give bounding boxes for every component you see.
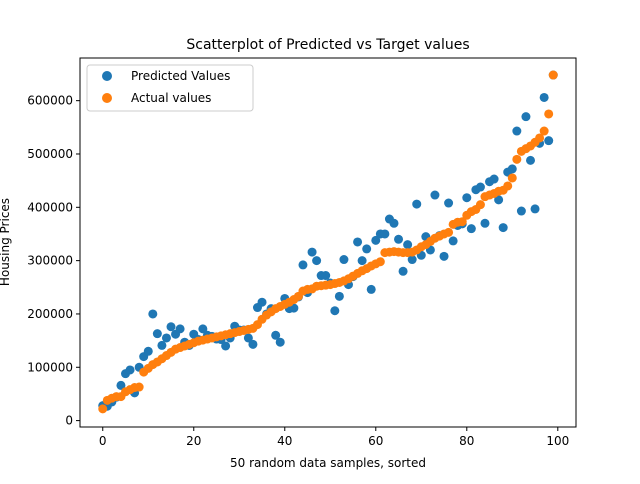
predicted-point <box>366 284 376 294</box>
predicted-point <box>161 333 171 343</box>
predicted-point <box>307 247 317 257</box>
predicted-point <box>152 329 162 339</box>
predicted-point <box>275 337 285 347</box>
predicted-point <box>143 346 153 356</box>
axes-frame <box>79 57 577 428</box>
chart-title: Scatterplot of Predicted vs Target value… <box>186 37 469 53</box>
predicted-point <box>526 155 535 165</box>
predicted-point <box>430 190 440 200</box>
predicted-point <box>330 306 340 316</box>
x-tick-label: 20 <box>186 434 201 448</box>
actual-point <box>503 181 513 191</box>
predicted-point <box>407 255 417 265</box>
predicted-point <box>394 234 404 244</box>
y-tick-label: 600000 <box>27 94 73 108</box>
predicted-point <box>298 260 308 270</box>
predicted-point <box>321 271 331 281</box>
predicted-point <box>462 193 472 203</box>
ticks-layer: 0 20 40 60 80 100 0 100000 200000 300000 400000 500… <box>27 94 569 448</box>
legend-marker-actual <box>102 93 112 103</box>
predicted-point <box>357 256 367 266</box>
actual-point <box>548 70 558 80</box>
actual-point <box>444 227 454 237</box>
actual-point <box>539 126 549 136</box>
predicted-point <box>448 236 458 246</box>
predicted-point <box>544 136 554 146</box>
predicted-point <box>371 235 381 245</box>
actual-point <box>507 173 517 183</box>
predicted-point <box>243 333 253 343</box>
actual-point <box>512 154 522 164</box>
predicted-point <box>489 174 499 184</box>
actual-point <box>375 257 385 267</box>
predicted-point <box>312 256 322 266</box>
x-tick-label: 100 <box>546 434 569 448</box>
predicted-point <box>125 365 135 375</box>
predicted-point <box>353 237 363 247</box>
y-tick-label: 300000 <box>27 254 73 268</box>
actual-point <box>544 109 554 119</box>
legend-marker-predicted <box>102 71 112 81</box>
predicted-point <box>439 251 449 261</box>
predicted-point <box>466 224 476 234</box>
predicted-point <box>512 126 522 136</box>
y-tick-label: 500000 <box>27 147 73 161</box>
predicted-point <box>198 324 208 334</box>
predicted-point <box>248 339 258 349</box>
predicted-point <box>480 218 490 228</box>
predicted-point <box>175 324 185 334</box>
predicted-point <box>148 309 158 319</box>
predicted-point <box>116 380 126 390</box>
points-layer <box>98 70 558 414</box>
x-axis-label: 50 random data samples, sorted <box>230 456 426 470</box>
predicted-point <box>521 112 531 122</box>
predicted-point <box>380 229 390 239</box>
x-tick-label: 80 <box>459 434 474 448</box>
legend-label-actual: Actual values <box>131 91 211 105</box>
y-tick-label: 200000 <box>27 307 73 321</box>
predicted-point <box>389 218 399 228</box>
x-tick-label: 0 <box>99 434 107 448</box>
actual-point <box>134 382 144 392</box>
legend: Predicted Values Actual values <box>86 64 254 112</box>
y-tick-label: 100000 <box>27 360 73 374</box>
predicted-point <box>530 204 540 214</box>
predicted-point <box>507 164 517 174</box>
y-tick-label: 0 <box>65 414 73 428</box>
predicted-point <box>271 330 281 340</box>
predicted-point <box>498 223 508 233</box>
predicted-point <box>412 199 422 209</box>
predicted-point <box>539 92 549 102</box>
actual-point <box>98 404 108 414</box>
y-axis-label: Housing Prices <box>0 198 12 286</box>
x-tick-label: 40 <box>277 434 292 448</box>
actual-point <box>475 200 485 210</box>
actual-point <box>457 217 467 227</box>
predicted-point <box>398 266 408 276</box>
predicted-point <box>334 291 344 301</box>
legend-box <box>86 64 254 112</box>
predicted-point <box>362 244 372 254</box>
predicted-point <box>444 198 454 208</box>
x-tick-label: 60 <box>368 434 383 448</box>
y-tick-label: 400000 <box>27 200 73 214</box>
predicted-point <box>221 341 231 351</box>
predicted-point <box>403 240 413 250</box>
predicted-point <box>475 182 485 192</box>
predicted-point <box>166 322 176 332</box>
predicted-point <box>516 206 526 216</box>
actual-point <box>535 133 545 143</box>
legend-label-predicted: Predicted Values <box>131 69 230 83</box>
predicted-point <box>494 195 504 205</box>
predicted-point <box>339 255 349 265</box>
predicted-point <box>257 297 267 307</box>
predicted-point <box>157 340 167 350</box>
